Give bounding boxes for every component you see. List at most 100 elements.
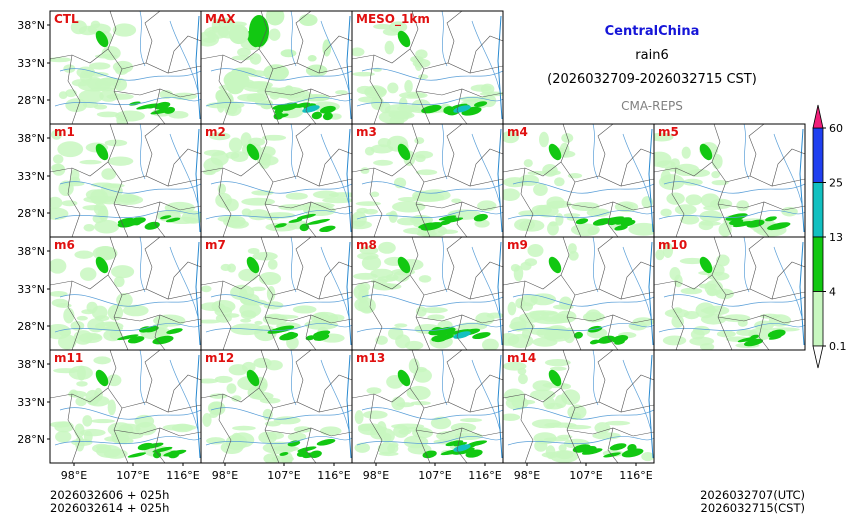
light-rain-area	[95, 77, 120, 90]
light-rain-area	[685, 194, 703, 206]
map-panel-m6	[50, 237, 201, 350]
moderate-rain-area	[160, 215, 172, 220]
light-rain-area	[459, 418, 483, 423]
panel-label: MAX	[205, 12, 236, 26]
light-rain-area	[252, 251, 278, 261]
light-rain-area	[65, 98, 88, 113]
light-rain-area	[231, 395, 242, 402]
light-rain-area	[239, 287, 248, 304]
light-rain-area	[403, 435, 429, 449]
light-rain-area	[567, 173, 583, 179]
light-rain-area	[50, 57, 72, 63]
province-border	[446, 237, 463, 290]
light-rain-area	[682, 178, 703, 186]
light-rain-area	[781, 206, 798, 217]
river-line	[743, 237, 750, 293]
lon-label: 107°E	[116, 469, 149, 482]
province-border	[423, 401, 503, 413]
light-rain-area	[571, 201, 600, 211]
light-rain-area	[267, 259, 278, 270]
light-rain-area	[544, 422, 577, 428]
lon-label: 107°E	[569, 469, 602, 482]
light-rain-area	[666, 192, 685, 205]
light-rain-area	[263, 301, 284, 310]
river-line	[663, 181, 805, 194]
light-rain-area	[280, 49, 297, 58]
moderate-rain-area	[699, 256, 713, 274]
river-line	[210, 407, 352, 420]
moderate-rain-area	[614, 225, 628, 231]
panel-label: m11	[54, 351, 83, 365]
light-rain-area	[247, 248, 260, 255]
coastline	[346, 15, 352, 120]
light-rain-area	[384, 104, 414, 116]
light-rain-area	[398, 91, 428, 99]
light-rain-area	[263, 64, 289, 81]
light-rain-area	[113, 276, 125, 288]
moderate-rain-area	[765, 216, 777, 222]
light-rain-area	[370, 191, 380, 198]
province-border	[369, 280, 383, 350]
river-line	[59, 68, 201, 81]
lat-label: 33°N	[17, 396, 45, 409]
moderate-rain-area	[575, 218, 589, 225]
province-border	[607, 201, 619, 237]
province-border	[218, 54, 232, 124]
lat-label: 38°N	[17, 19, 45, 32]
light-rain-area	[50, 291, 68, 297]
light-rain-area	[396, 402, 415, 408]
map-panel-m5	[654, 124, 805, 237]
light-rain-area	[406, 385, 431, 401]
province-border	[295, 237, 312, 290]
river-line	[290, 350, 297, 406]
light-rain-area	[79, 159, 102, 165]
light-rain-area	[700, 221, 721, 226]
light-rain-area	[55, 430, 72, 443]
valid-time-utc: 2026032707(UTC)	[700, 488, 805, 502]
moderate-rain-area	[95, 143, 109, 161]
river-line	[663, 294, 805, 307]
light-rain-area	[527, 244, 544, 258]
light-rain-area	[387, 82, 399, 94]
river-line	[205, 97, 352, 107]
light-rain-area	[258, 271, 282, 286]
light-rain-area	[70, 176, 81, 185]
moderate-rain-area	[473, 213, 488, 222]
province-border	[771, 148, 805, 187]
light-rain-area	[215, 192, 232, 208]
lat-label: 28°N	[17, 94, 45, 107]
province-border	[144, 11, 161, 64]
light-rain-area	[552, 304, 574, 310]
river-line	[59, 294, 201, 307]
province-border	[50, 274, 109, 290]
lat-label: 28°N	[17, 207, 45, 220]
light-rain-area	[511, 395, 525, 409]
light-rain-area	[79, 267, 97, 281]
light-rain-area	[284, 85, 294, 93]
province-border	[771, 261, 805, 300]
panel-label: CTL	[54, 12, 79, 26]
light-rain-area	[413, 368, 432, 383]
light-rain-area	[111, 431, 144, 440]
light-rain-area	[254, 320, 263, 325]
province-border	[409, 350, 431, 463]
light-rain-area	[63, 307, 75, 324]
light-rain-area	[688, 169, 711, 177]
valid-time-cst: 2026032715(CST)	[700, 501, 806, 515]
light-rain-area	[660, 169, 672, 185]
init-time-utc: 2026032606 + 025h	[50, 488, 170, 502]
river-line	[361, 407, 503, 420]
province-border	[423, 62, 503, 74]
light-rain-area	[570, 223, 600, 237]
light-rain-area	[664, 308, 690, 318]
province-border	[423, 175, 503, 187]
colorbar-label: 0.1	[829, 340, 847, 353]
moderate-rain-area	[767, 329, 786, 339]
light-rain-area	[260, 100, 274, 110]
province-border	[305, 427, 317, 463]
province-border	[295, 350, 312, 403]
river-line	[441, 124, 448, 180]
river-line	[169, 133, 199, 205]
light-rain-area	[328, 192, 352, 198]
light-rain-area	[382, 27, 401, 36]
